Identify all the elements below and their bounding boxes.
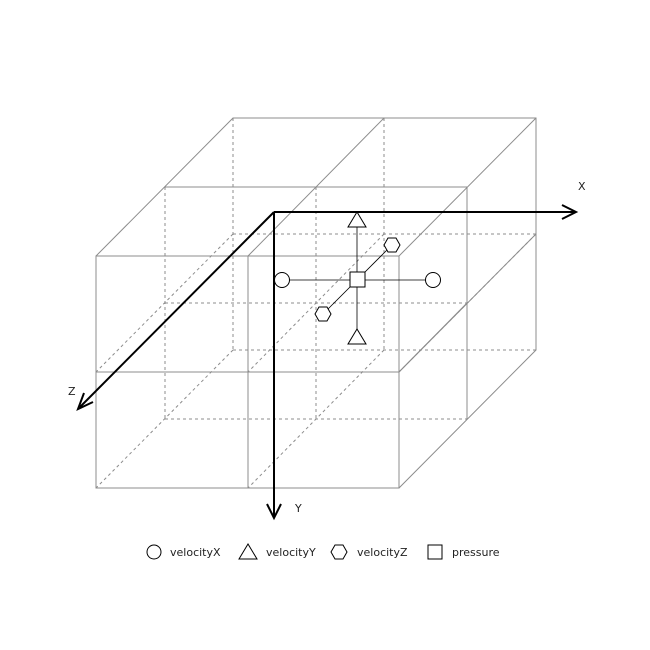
velocity-y-marker-bottom [347,328,367,345]
pressure-marker [349,271,366,288]
grid-hidden-edges [95,118,537,489]
legend-item-velocityz: velocityZ [330,544,408,560]
legend-label: velocityY [266,546,316,559]
z-axis-label: Z [68,385,76,398]
legend-item-velocityx: velocityX [146,544,221,560]
legend-label: velocityZ [357,546,408,559]
velocity-y-marker-top [347,211,367,228]
circle-icon [146,544,162,560]
z-axis [79,211,275,408]
stencil-markers [274,211,441,345]
velocity-z-marker-front [314,306,332,322]
legend-label: velocityX [170,546,221,559]
grid-visible-edges [95,117,537,489]
velocity-x-marker-right [425,272,441,288]
legend-item-velocityy: velocityY [238,543,316,560]
legend-label: pressure [452,546,500,559]
hexagon-icon [330,544,348,560]
velocity-z-marker-back [383,237,401,253]
legend: velocityX velocityY velocityZ pressure [146,543,500,560]
coordinate-axes [76,204,579,521]
legend-item-pressure: pressure [427,544,500,560]
y-axis-label: Y [294,502,302,515]
triangle-icon [238,543,258,560]
x-axis-label: X [578,180,586,193]
square-icon [427,544,443,560]
velocity-x-marker-left [274,272,290,288]
